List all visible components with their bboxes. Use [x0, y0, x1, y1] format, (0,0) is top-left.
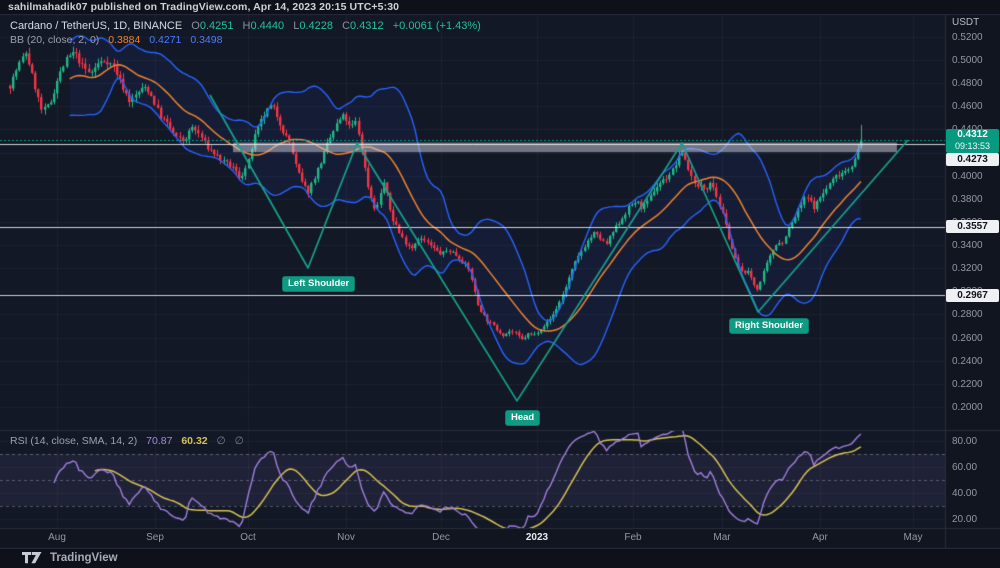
footer-bar: TradingView [0, 548, 1000, 568]
price-level-badge: 0.3557 [946, 220, 999, 234]
bb-upper-value: 0.4271 [149, 34, 182, 46]
symbol-legend[interactable]: Cardano / TetherUS, 1D, BINANCE O0.4251 … [10, 20, 481, 32]
high-label: H [242, 20, 251, 32]
price-tick-label: 0.3800 [952, 193, 983, 205]
rsi-tick-label: 80.00 [952, 436, 978, 447]
brand-text: TradingView [50, 552, 118, 564]
quote-currency-label: USDT [952, 17, 980, 28]
change-value: +0.0061 (+1.43%) [392, 20, 481, 32]
publisher-bar: sahilmahadik07 published on TradingView.… [0, 0, 1000, 15]
open-label: O [191, 20, 200, 32]
rsi-legend[interactable]: RSI (14, close, SMA, 14, 2) 70.87 60.32 … [10, 435, 244, 447]
time-axis[interactable]: Aug Sep Oct Nov Dec 2023 Feb Mar Apr May [0, 528, 945, 548]
time-tick-label: Aug [48, 532, 66, 543]
rsi-sma-value: 60.32 [181, 435, 208, 447]
price-tick-label: 0.5200 [952, 32, 983, 43]
price-tick-label: 0.2200 [952, 378, 983, 390]
rsi-empty-2: ∅ [234, 435, 244, 447]
price-tick-label: 0.3400 [952, 240, 983, 252]
high-value: 0.4440 [250, 20, 285, 32]
price-tick-label: 0.3200 [952, 263, 983, 275]
rsi-empty-1: ∅ [216, 435, 226, 447]
price-tick-label: 0.5000 [952, 55, 983, 67]
rsi-title: RSI (14, close, SMA, 14, 2) [10, 435, 138, 447]
price-tick-label: 0.4000 [952, 170, 983, 182]
time-tick-label: Oct [240, 532, 256, 543]
price-tick-label: 0.2600 [952, 332, 983, 344]
bar-countdown: 09:13:53 [954, 141, 991, 151]
price-axis[interactable]: 0.52000.50000.48000.46000.44000.42000.40… [946, 14, 1000, 528]
price-tick-label: 0.2800 [952, 309, 983, 321]
publisher-text: sahilmahadik07 published on TradingView.… [8, 1, 400, 13]
time-tick-label: Feb [624, 532, 642, 543]
price-tick-label: 0.4600 [952, 101, 983, 113]
time-tick-label: Mar [713, 532, 731, 543]
bb-lower-value: 0.3498 [190, 34, 223, 46]
low-value: 0.4228 [299, 20, 333, 32]
rsi-tick-label: 40.00 [952, 488, 978, 499]
time-tick-label: Dec [432, 532, 450, 543]
symbol-title: Cardano / TetherUS, 1D, BINANCE [10, 20, 183, 32]
time-tick-label: Sep [146, 532, 164, 543]
open-value: 0.4251 [199, 20, 234, 32]
bb-title: BB (20, close, 2, 0) [10, 34, 100, 46]
close-value: 0.4312 [350, 20, 384, 32]
right-shoulder-label[interactable]: Right Shoulder [729, 318, 810, 334]
price-tick-label: 0.2000 [952, 401, 983, 413]
time-tick-label: Apr [812, 532, 828, 543]
rsi-tick-label: 20.00 [952, 514, 978, 525]
tradingview-icon [22, 552, 42, 564]
rsi-value: 70.87 [146, 435, 173, 447]
price-level-badge: 0.4273 [946, 153, 999, 166]
time-tick-label: 2023 [525, 532, 549, 543]
price-tick-label: 0.2400 [952, 355, 983, 367]
low-label: L [293, 20, 300, 32]
last-price-badge: 0.4312 09:13:53 [946, 129, 999, 153]
bb-basis-value: 0.3884 [108, 34, 141, 46]
rsi-tick-label: 60.00 [952, 462, 978, 473]
last-price-value: 0.4312 [957, 129, 988, 140]
close-label: C [342, 20, 351, 32]
time-tick-label: May [903, 532, 923, 543]
price-tick-label: 0.4800 [952, 78, 983, 90]
price-level-badge: 0.2967 [946, 288, 999, 302]
head-label[interactable]: Head [505, 410, 541, 426]
time-tick-label: Nov [337, 532, 355, 543]
bollinger-legend[interactable]: BB (20, close, 2, 0) 0.3884 0.4271 0.349… [10, 34, 222, 46]
tradingview-logo-link[interactable]: TradingView [22, 552, 118, 564]
left-shoulder-label[interactable]: Left Shoulder [282, 276, 356, 292]
